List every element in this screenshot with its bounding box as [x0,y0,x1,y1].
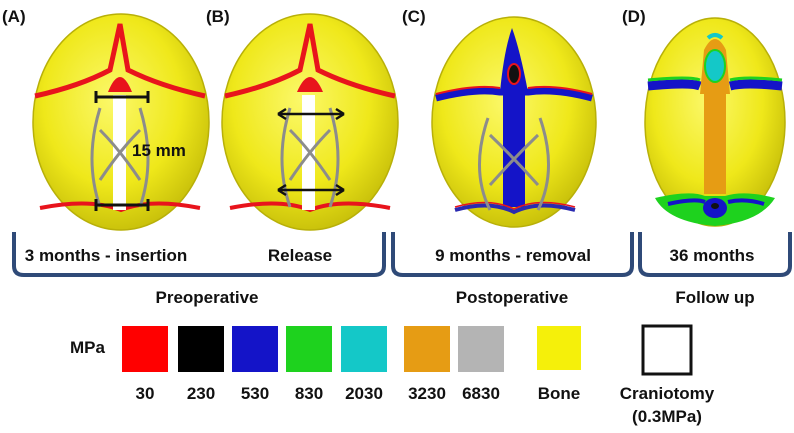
posterior-d-blue [667,198,765,206]
legend-label-5: 3230 [408,384,446,403]
legend-label-1: 230 [187,384,215,403]
legend-swatch-7 [537,326,581,370]
arrow-b-top-heads [277,107,345,121]
bracket-follow-up [638,232,792,277]
suture-a-top [34,23,206,99]
panel-b-letter: (B) [206,7,230,26]
legend-swatch-0 [122,326,168,372]
caption-b: Release [268,246,332,265]
sagittal-strip-d [704,94,726,194]
group-preoperative: Preoperative [156,288,259,307]
panel-a-letter: (A) [2,7,26,26]
fontanelle-c-core [507,63,521,85]
bracket-preoperative [12,232,386,277]
legend-swatch-4 [341,326,387,372]
bracket-a-bottom [94,199,150,211]
legend-label-4: 2030 [345,384,383,403]
legend-label-6: 6830 [462,384,500,403]
legend-unit: MPa [70,338,106,357]
panel-d: (D) [622,7,786,227]
band-d-coronal-green [647,76,783,82]
legend-swatch-2 [232,326,278,372]
measurement-label: 15 mm [132,141,186,160]
legend-label-2: 530 [241,384,269,403]
band-c-coronal-edge [435,85,593,95]
suture-c-bottom [454,203,576,215]
legend-swatch-craniotomy [641,324,693,376]
fontanelle-c [500,28,528,92]
fontanelle-b [297,77,323,92]
fontanelle-d-core [704,49,726,83]
spring-b [280,107,340,208]
bracket-a-top [94,91,150,103]
panel-c: (C) [402,7,597,228]
spring-a [90,107,150,208]
legend-swatch-1 [178,326,224,372]
legend-craniotomy-line1: Craniotomy [620,384,715,403]
panel-c-letter: (C) [402,7,426,26]
band-d-coronal [647,79,783,91]
spring-c [478,117,550,211]
legend-swatch-3 [286,326,332,372]
suture-c-bottom-edge [454,201,576,210]
posterior-d-center [711,203,719,209]
fontanelle-a [108,77,132,92]
panel-d-letter: (D) [622,7,646,26]
legend-swatch-6 [458,326,504,372]
bracket-postoperative [391,232,634,277]
caption-c: 9 months - removal [435,246,591,265]
caption-d: 36 months [669,246,754,265]
sagittal-strip-c [503,95,525,207]
legend-label-0: 30 [136,384,155,403]
group-follow-up: Follow up [675,288,754,307]
panel-b: (B) [206,7,399,231]
suture-b-top [224,23,396,99]
group-postoperative: Postoperative [456,288,568,307]
legend-craniotomy-line2: (0.3MPa) [632,407,702,426]
legend-swatch-5 [404,326,450,372]
legend-label-3: 830 [295,384,323,403]
caption-a: 3 months - insertion [25,246,187,265]
legend-label-7: Bone [538,384,581,403]
panel-a: (A) 15 mm [2,7,210,231]
legend: MPa Craniotomy (0.3MPa) 30 230 530 830 2030 3… [70,324,715,426]
fontanelle-d-tip [706,33,724,40]
arrow-b-bottom-heads [277,183,345,197]
